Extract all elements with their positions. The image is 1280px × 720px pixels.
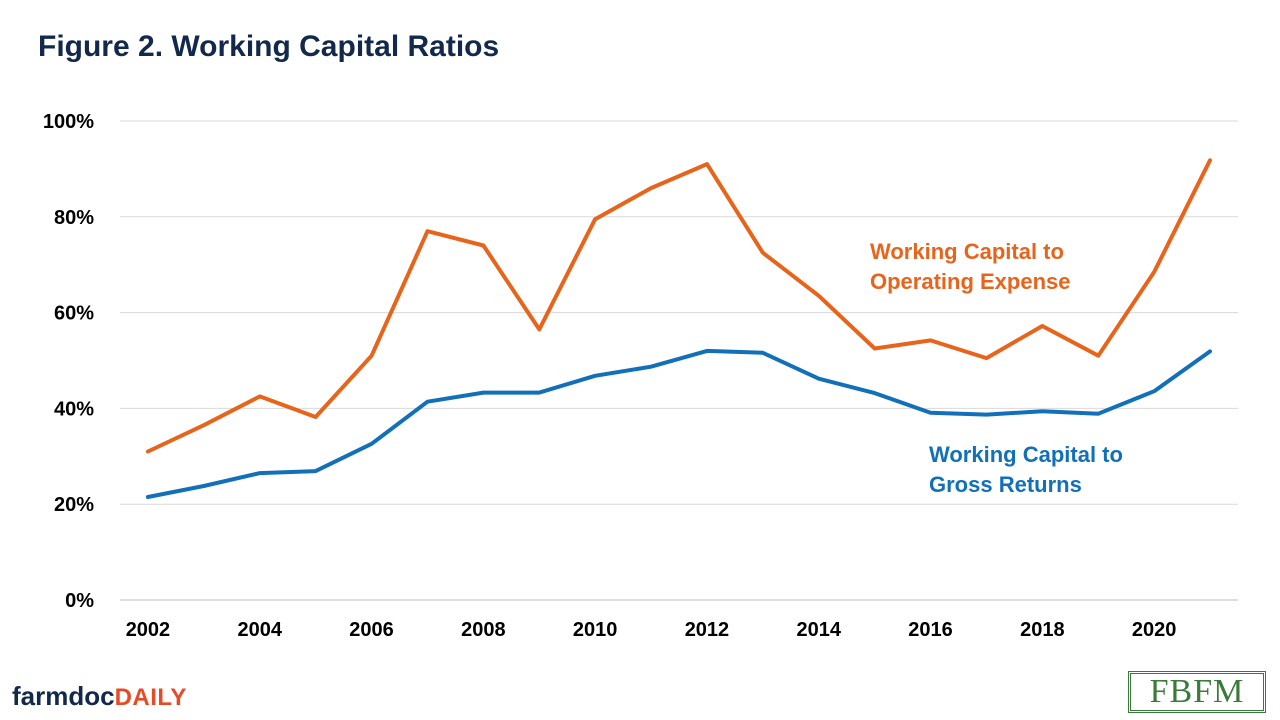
x-tick-label: 2014 — [797, 619, 842, 641]
series-line-1 — [145, 348, 1212, 499]
y-tick-label: 20% — [54, 494, 94, 516]
series-labels: Working Capital to Operating Expense Worki… — [870, 239, 1123, 497]
x-tick-label: 2002 — [126, 619, 171, 641]
y-tick-label: 0% — [65, 590, 94, 612]
daily-text: DAILY — [114, 684, 187, 711]
x-tick-label: 2004 — [238, 619, 283, 641]
x-tick-label: 2020 — [1132, 619, 1177, 641]
x-tick-label: 2016 — [908, 619, 953, 641]
x-axis-ticks: 2002 2004 2006 2008 2010 2012 2014 2016 2018 2020 — [126, 619, 1177, 641]
series-lines — [145, 158, 1212, 499]
series-label: Operating Expense — [870, 269, 1071, 294]
y-tick-label: 80% — [54, 207, 94, 229]
y-tick-label: 40% — [54, 398, 94, 420]
y-axis-ticks: 0% 20% 40% 60% 80% 100% — [43, 111, 94, 612]
series-label: Working Capital to — [929, 442, 1123, 467]
gridlines — [120, 120, 1238, 601]
y-tick-label: 60% — [54, 303, 94, 325]
series-label: Working Capital to — [870, 239, 1064, 264]
chart-title: Figure 2. Working Capital Ratios — [38, 30, 500, 63]
x-tick-label: 2006 — [349, 619, 394, 641]
series-label: Gross Returns — [929, 472, 1082, 497]
series-line-0 — [145, 158, 1212, 454]
farmdoc-text: farmdoc — [12, 681, 115, 711]
farmdoc-daily-logo: farmdocDAILY — [12, 682, 187, 712]
fbfm-logo: FBFM — [1128, 671, 1266, 713]
x-tick-label: 2008 — [461, 619, 506, 641]
x-tick-label: 2012 — [685, 619, 730, 641]
x-tick-label: 2018 — [1020, 619, 1065, 641]
x-tick-label: 2010 — [573, 619, 618, 641]
y-tick-label: 100% — [43, 111, 94, 133]
